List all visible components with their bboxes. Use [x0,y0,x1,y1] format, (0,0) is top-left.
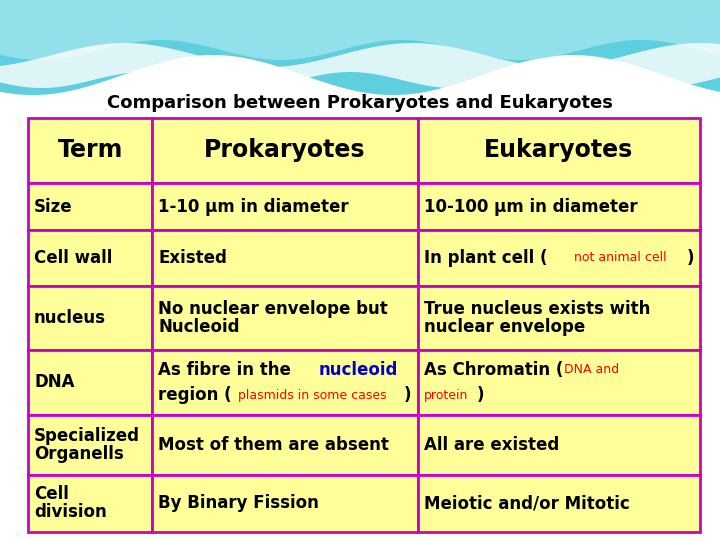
Text: Comparison between Prokaryotes and Eukaryotes: Comparison between Prokaryotes and Eukar… [107,94,613,112]
Text: Meiotic and/or Mitotic: Meiotic and/or Mitotic [424,494,629,512]
Bar [418,415,700,475]
Text: ): ) [403,386,411,404]
Bar [418,183,700,231]
Polygon shape [0,0,720,95]
Text: By Binary Fission: By Binary Fission [158,494,319,512]
Text: True nucleus exists with: True nucleus exists with [424,300,650,318]
Text: Organells: Organells [34,444,124,463]
Text: nucleus: nucleus [34,309,106,327]
Bar [153,231,418,286]
Text: All are existed: All are existed [424,436,559,454]
Text: protein: protein [424,389,468,402]
Text: region (: region ( [158,386,232,404]
Bar [28,350,153,415]
Bar [28,118,153,183]
Text: DNA and: DNA and [564,363,619,376]
Text: Prokaryotes: Prokaryotes [204,138,366,163]
Text: DNA: DNA [34,374,74,391]
Text: division: division [34,503,107,521]
Bar [418,475,700,532]
Text: ): ) [686,249,694,267]
Text: Existed: Existed [158,249,228,267]
Text: No nuclear envelope but: No nuclear envelope but [158,300,388,318]
Text: ): ) [476,386,484,404]
Bar [28,415,153,475]
Text: Nucleoid: Nucleoid [158,318,240,336]
Bar [28,475,153,532]
Text: nuclear envelope: nuclear envelope [424,318,585,336]
Text: As Chromatin (: As Chromatin ( [424,361,563,379]
Text: Most of them are absent: Most of them are absent [158,436,390,454]
Text: Specialized: Specialized [34,427,140,444]
Bar [28,183,153,231]
Bar [28,231,153,286]
Bar [153,286,418,350]
Bar [153,350,418,415]
Bar [153,183,418,231]
Bar [153,118,418,183]
Text: As fibre in the: As fibre in the [158,361,297,379]
Text: In plant cell (: In plant cell ( [424,249,547,267]
Polygon shape [0,43,720,88]
Bar [418,286,700,350]
Text: plasmids in some cases: plasmids in some cases [238,389,387,402]
Text: 1-10 μm in diameter: 1-10 μm in diameter [158,198,349,215]
Text: Term: Term [58,138,123,163]
Text: Eukaryotes: Eukaryotes [485,138,634,163]
Polygon shape [0,0,720,60]
Bar [28,286,153,350]
Bar [418,118,700,183]
Bar [418,231,700,286]
Bar [418,350,700,415]
Text: Cell wall: Cell wall [34,249,112,267]
Text: 10-100 μm in diameter: 10-100 μm in diameter [424,198,637,215]
Text: Size: Size [34,198,73,215]
Text: nucleoid: nucleoid [318,361,397,379]
Bar [153,475,418,532]
Text: Cell: Cell [34,485,69,503]
Bar [153,415,418,475]
Text: not animal cell: not animal cell [574,252,667,265]
